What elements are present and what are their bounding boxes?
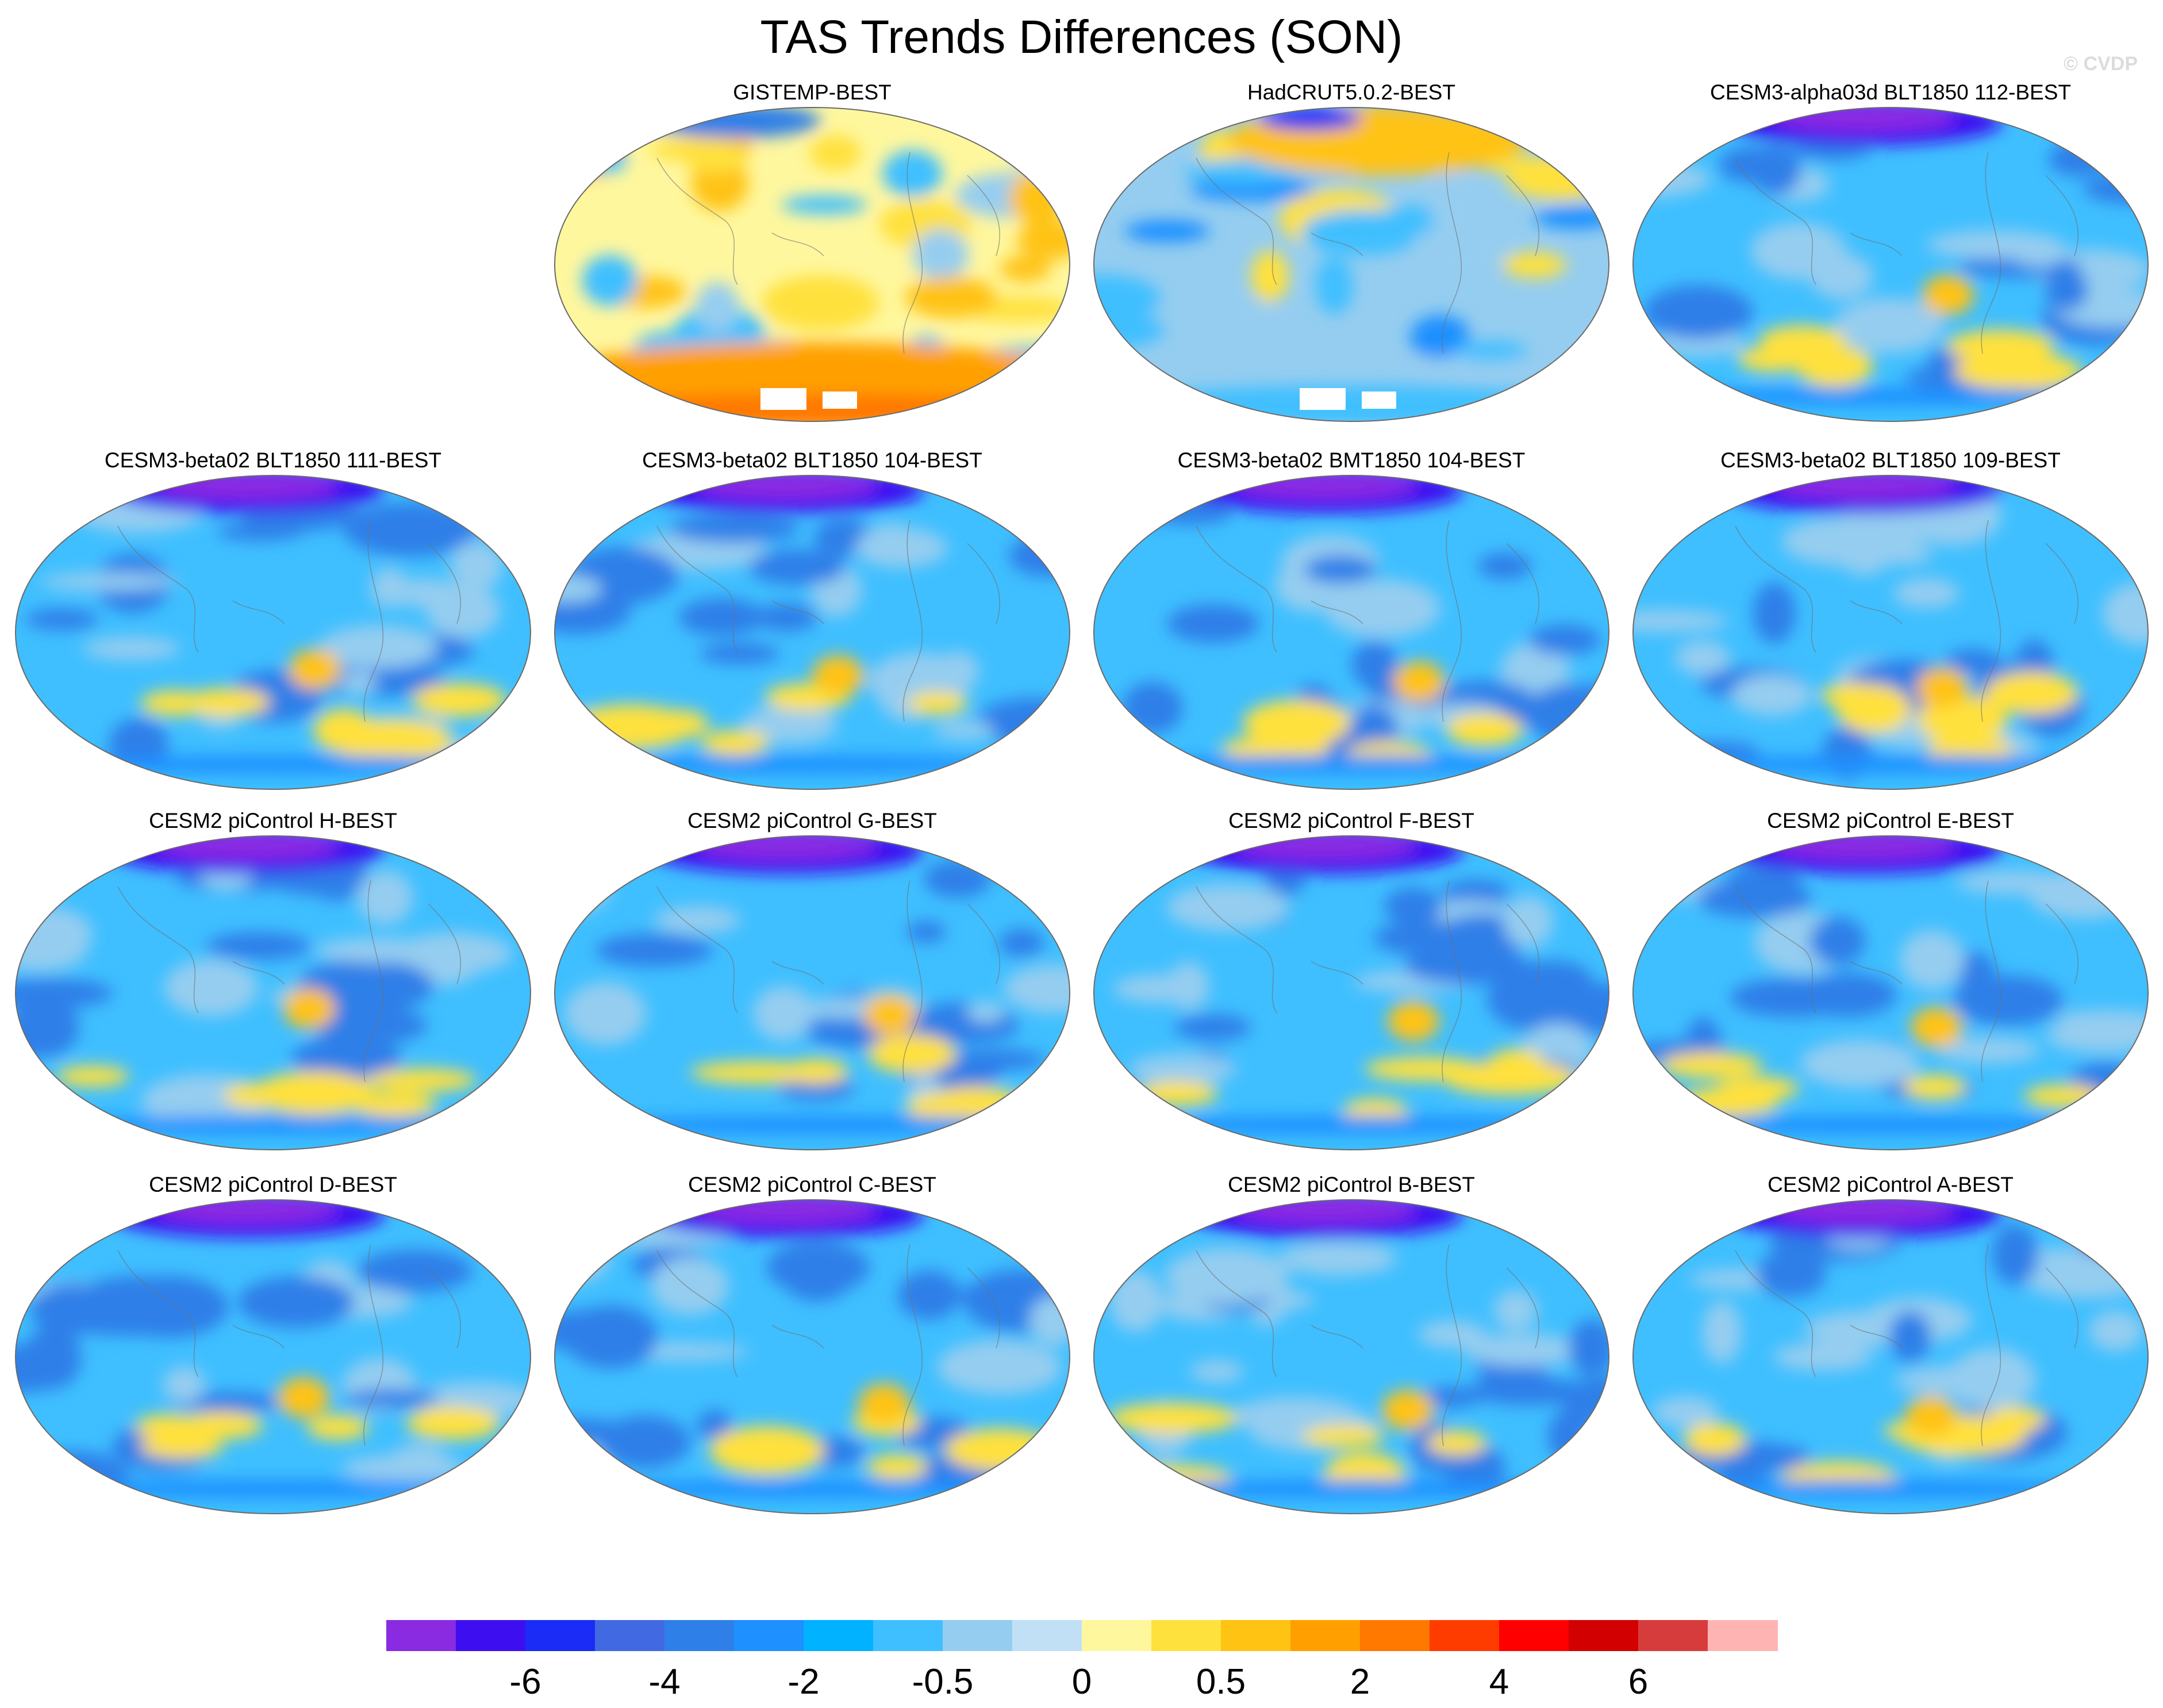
colorbar-box — [1499, 1620, 1569, 1651]
colorbar-tick-label: 4 — [1489, 1662, 1509, 1702]
colorbar-box — [873, 1620, 943, 1651]
world-map — [1632, 475, 2149, 790]
map-panel: CESM2 piControl A-BEST — [1626, 1172, 2155, 1517]
colorbar-box — [1221, 1620, 1291, 1651]
world-map — [1632, 107, 2149, 422]
figure-title: TAS Trends Differences (SON) — [760, 11, 1403, 63]
panel-title: CESM3-beta02 BMT1850 104-BEST — [1177, 448, 1526, 472]
colorbar-box — [456, 1620, 526, 1651]
colorbar-box — [1151, 1620, 1221, 1651]
panel-title: CESM3-beta02 BLT1850 104-BEST — [642, 448, 982, 472]
panel-title: CESM2 piControl F-BEST — [1228, 809, 1474, 832]
colorbar-tick-label: 0.5 — [1196, 1662, 1246, 1702]
world-map — [554, 107, 1070, 422]
colorbar-box — [595, 1620, 665, 1651]
panel-title: CESM3-alpha03d BLT1850 112-BEST — [1710, 80, 2071, 104]
map-panel: CESM2 piControl F-BEST — [1087, 808, 1616, 1153]
colorbar-box — [664, 1620, 735, 1651]
watermark: © CVDP — [2064, 53, 2138, 75]
map-panel: CESM2 piControl C-BEST — [548, 1172, 1077, 1517]
map-panel: CESM2 piControl H-BEST — [9, 808, 537, 1153]
map-panel: CESM2 piControl G-BEST — [548, 808, 1077, 1153]
colorbar-box — [1290, 1620, 1361, 1651]
panel-title: CESM2 piControl A-BEST — [1768, 1173, 2014, 1196]
world-map — [1093, 835, 1609, 1150]
colorbar-box — [1360, 1620, 1430, 1651]
colorbar-box — [804, 1620, 874, 1651]
colorbar-tick-label: -2 — [787, 1662, 820, 1702]
colorbar-box — [1569, 1620, 1639, 1651]
world-map — [1093, 475, 1609, 790]
panel-title: CESM3-beta02 BLT1850 111-BEST — [104, 448, 442, 472]
world-map — [15, 475, 531, 790]
colorbar-box — [1708, 1620, 1778, 1651]
world-map — [554, 1199, 1070, 1514]
panel-title: CESM2 piControl D-BEST — [149, 1173, 397, 1196]
colorbar-box — [1082, 1620, 1152, 1651]
panel-title: CESM3-beta02 BLT1850 109-BEST — [1720, 448, 2061, 472]
panel-title: CESM2 piControl C-BEST — [688, 1173, 936, 1196]
colorbar-box — [525, 1620, 596, 1651]
world-map — [15, 1199, 531, 1514]
world-map — [1093, 1199, 1609, 1514]
map-panel: GISTEMP-BEST — [548, 80, 1077, 425]
colorbar — [386, 1620, 1778, 1651]
colorbar-box — [734, 1620, 804, 1651]
panel-title: CESM2 piControl H-BEST — [149, 809, 397, 832]
world-map — [554, 835, 1070, 1150]
colorbar-tick-label: -4 — [648, 1662, 681, 1702]
panel-title: CESM2 piControl B-BEST — [1228, 1173, 1475, 1196]
map-panel: CESM2 piControl D-BEST — [9, 1172, 537, 1517]
colorbar-box — [386, 1620, 456, 1651]
panel-title: CESM2 piControl G-BEST — [687, 809, 937, 832]
colorbar-tick-label: 2 — [1350, 1662, 1370, 1702]
colorbar-tick-label: 6 — [1628, 1662, 1649, 1702]
map-panel: CESM3-beta02 BMT1850 104-BEST — [1087, 448, 1616, 793]
world-map — [1093, 107, 1609, 422]
colorbar-box — [943, 1620, 1013, 1651]
colorbar-box — [1638, 1620, 1708, 1651]
world-map — [15, 835, 531, 1150]
world-map — [554, 475, 1070, 790]
colorbar-tick-label: -0.5 — [912, 1662, 974, 1702]
panel-title: CESM2 piControl E-BEST — [1767, 809, 2014, 832]
world-map — [1632, 835, 2149, 1150]
world-map — [1632, 1199, 2149, 1514]
colorbar-box — [1430, 1620, 1500, 1651]
colorbar-tick-label: 0 — [1071, 1662, 1092, 1702]
map-panel: HadCRUT5.0.2-BEST — [1087, 80, 1616, 425]
colorbar-tick-label: -6 — [509, 1662, 541, 1702]
panel-title: GISTEMP-BEST — [733, 80, 892, 104]
map-panel: CESM3-beta02 BLT1850 104-BEST — [548, 448, 1077, 793]
map-panel: CESM3-alpha03d BLT1850 112-BEST — [1626, 80, 2155, 425]
map-panel: CESM3-beta02 BLT1850 111-BEST — [9, 448, 537, 793]
map-panel: CESM2 piControl E-BEST — [1626, 808, 2155, 1153]
map-panel: CESM3-beta02 BLT1850 109-BEST — [1626, 448, 2155, 793]
map-panel: CESM2 piControl B-BEST — [1087, 1172, 1616, 1517]
panel-title: HadCRUT5.0.2-BEST — [1247, 80, 1455, 104]
colorbar-box — [1012, 1620, 1082, 1651]
